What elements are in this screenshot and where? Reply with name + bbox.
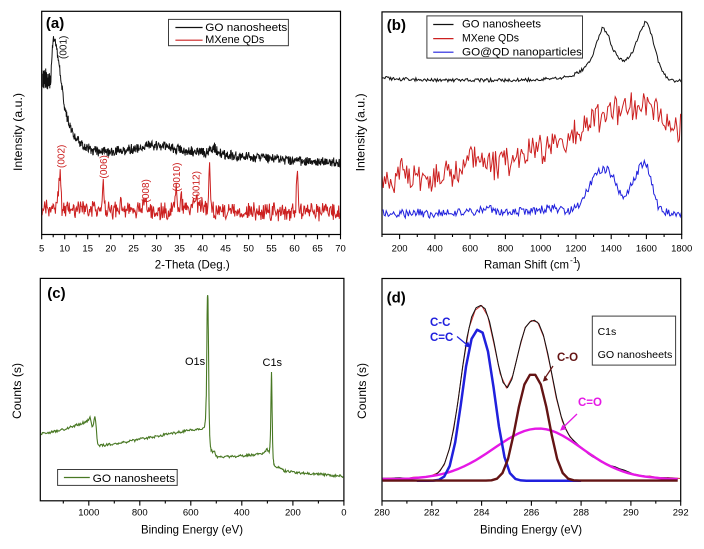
svg-text:(0010): (0010): [172, 163, 183, 192]
svg-text:C=O: C=O: [578, 397, 602, 409]
svg-text:O1s: O1s: [185, 356, 206, 368]
svg-text:55: 55: [266, 244, 277, 255]
svg-text:45: 45: [220, 244, 231, 255]
svg-text:1000: 1000: [78, 507, 99, 518]
svg-text:1800: 1800: [671, 244, 692, 255]
svg-text:40: 40: [197, 244, 208, 255]
svg-text:0: 0: [341, 507, 346, 518]
svg-text:30: 30: [151, 244, 162, 255]
svg-text:C=C: C=C: [430, 332, 453, 344]
svg-text:(002): (002): [57, 145, 68, 168]
svg-text:65: 65: [312, 244, 323, 255]
svg-text:1000: 1000: [530, 244, 551, 255]
svg-text:C-O: C-O: [557, 352, 578, 364]
svg-text:35: 35: [174, 244, 185, 255]
svg-text:15: 15: [82, 244, 93, 255]
svg-text:Intensity (a.u.): Intensity (a.u.): [13, 93, 25, 171]
svg-text:800: 800: [132, 507, 148, 518]
svg-text:MXene QDs: MXene QDs: [462, 33, 519, 45]
svg-text:200: 200: [392, 244, 408, 255]
svg-text:200: 200: [285, 507, 301, 518]
svg-text:292: 292: [673, 507, 689, 518]
svg-text:Raman Shift (cm: Raman Shift (cm: [484, 258, 569, 272]
svg-text:10: 10: [59, 244, 70, 255]
svg-text:GO nanosheets: GO nanosheets: [598, 349, 673, 361]
svg-text:(0012): (0012): [192, 171, 203, 200]
svg-text:C1s: C1s: [263, 357, 283, 369]
svg-text:(c): (c): [47, 285, 65, 302]
svg-text:Counts (s): Counts (s): [357, 363, 369, 419]
svg-text:1600: 1600: [636, 244, 657, 255]
svg-text:Counts (s): Counts (s): [12, 363, 24, 419]
svg-text:(001): (001): [59, 36, 70, 59]
svg-text:GO nanosheets: GO nanosheets: [93, 473, 176, 485]
svg-text:GO nanosheets: GO nanosheets: [462, 19, 541, 31]
svg-text:600: 600: [183, 507, 199, 518]
svg-text:MXene QDs: MXene QDs: [205, 34, 264, 46]
svg-text:GO nanosheets: GO nanosheets: [205, 22, 288, 34]
svg-text:-1: -1: [570, 255, 578, 265]
svg-text:5: 5: [39, 244, 44, 255]
svg-text:(008): (008): [141, 179, 152, 202]
svg-text:(d): (d): [387, 289, 406, 306]
svg-text:400: 400: [234, 507, 250, 518]
svg-text:(006): (006): [99, 155, 110, 178]
svg-text:600: 600: [462, 244, 478, 255]
svg-text:50: 50: [243, 244, 254, 255]
svg-text:GO@QD nanoparticles: GO@QD nanoparticles: [462, 47, 583, 59]
svg-text:800: 800: [497, 244, 513, 255]
svg-text:1400: 1400: [601, 244, 622, 255]
svg-text:Intensity (a.u.): Intensity (a.u.): [356, 93, 368, 171]
svg-text:2-Theta (Deg.): 2-Theta (Deg.): [155, 258, 230, 272]
svg-text:1200: 1200: [565, 244, 586, 255]
svg-text:400: 400: [427, 244, 443, 255]
svg-text:): ): [577, 258, 581, 272]
svg-text:C-C: C-C: [430, 317, 450, 329]
svg-text:282: 282: [424, 507, 440, 518]
svg-text:60: 60: [289, 244, 300, 255]
svg-text:280: 280: [374, 507, 390, 518]
svg-text:(a): (a): [46, 15, 64, 32]
svg-text:(b): (b): [387, 17, 406, 34]
svg-text:Binding Energy (eV): Binding Energy (eV): [141, 523, 243, 537]
svg-text:286: 286: [523, 507, 539, 518]
svg-text:Binding Energy (eV): Binding Energy (eV): [480, 523, 582, 537]
svg-text:25: 25: [128, 244, 139, 255]
svg-text:284: 284: [474, 507, 490, 518]
svg-text:288: 288: [573, 507, 589, 518]
svg-text:20: 20: [105, 244, 116, 255]
svg-text:70: 70: [335, 244, 346, 255]
svg-text:290: 290: [623, 507, 639, 518]
svg-text:C1s: C1s: [598, 326, 617, 338]
